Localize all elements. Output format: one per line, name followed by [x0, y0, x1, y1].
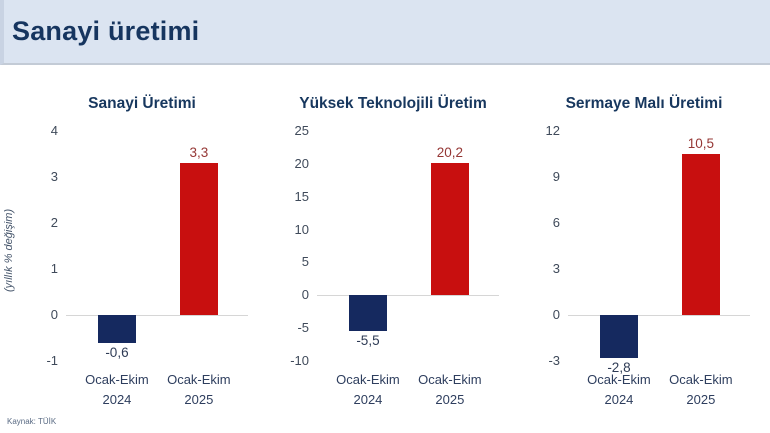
x-axis-category-line: Ocak-Ekim — [167, 372, 231, 387]
y-axis-tick: 1 — [50, 261, 58, 276]
y-axis-tick: -5 — [297, 320, 309, 336]
x-axis-category-line: 2024 — [102, 392, 132, 407]
y-axis-tick: 9 — [552, 169, 560, 184]
x-axis-category-line: Ocak-Ekim — [85, 372, 149, 387]
bar-value-label: -0,6 — [105, 344, 129, 360]
page-title: Sanayi üretimi — [12, 16, 200, 46]
y-axis-tick: 4 — [50, 123, 58, 138]
y-axis-tick: 10 — [294, 221, 309, 237]
zero-gridline — [317, 295, 499, 297]
x-axis-category-line: Ocak-Ekim — [336, 372, 400, 387]
x-axis-labels: Ocak-Ekim 2024 Ocak-Ekim 2025 — [287, 370, 499, 414]
bar-2024 — [348, 295, 387, 332]
y-axis-tick: 20 — [294, 155, 309, 171]
x-axis-category-line: 2025 — [435, 392, 465, 407]
y-axis-tick: 15 — [294, 188, 309, 204]
zero-gridline — [568, 315, 750, 316]
x-axis-category-line: 2025 — [686, 392, 716, 407]
x-axis-category-line: 2024 — [353, 392, 383, 407]
y-axis-label: (yıllık % değişim) — [3, 208, 15, 292]
bar-value-label: 20,2 — [436, 144, 463, 160]
bar-2025 — [681, 154, 720, 315]
chart-title: Sermaye Malı Üretimi — [565, 95, 723, 112]
source-note: Kaynak: TÜİK — [7, 417, 57, 426]
chart-plot: 4 3 2 1 0 -1 -0,6 3,3 — [36, 123, 248, 368]
y-axis-tick: 0 — [50, 307, 58, 322]
x-axis-category-label: Ocak-Ekim 2025 — [144, 370, 254, 410]
zero-gridline — [66, 315, 248, 316]
chart-title: Yüksek Teknolojili Üretim — [299, 95, 487, 112]
x-axis-category-line: Ocak-Ekim — [418, 372, 482, 387]
y-axis-tick: 12 — [545, 123, 560, 138]
x-axis-category-label: Ocak-Ekim 2025 — [646, 370, 756, 410]
x-axis-category-label: Ocak-Ekim 2024 — [313, 370, 423, 410]
y-axis-tick: -1 — [46, 353, 58, 368]
x-axis-category-line: 2025 — [184, 392, 214, 407]
chart-plot: 12 9 6 3 0 -3 -2,8 10,5 — [538, 123, 750, 375]
y-axis-tick: 25 — [294, 123, 309, 138]
bar-2024 — [97, 315, 136, 343]
bar-value-label: 3,3 — [189, 145, 209, 161]
y-axis-tick: 2 — [50, 215, 58, 230]
y-axis-tick: 5 — [301, 254, 309, 270]
y-axis-tick: 6 — [552, 215, 560, 230]
chart-sanayi-uretimi: Sanayi Üretimi 4 3 2 1 0 -1 -0,6 3,3 Ocak-Ekim 2… — [22, 93, 262, 414]
chart-plot: 25 20 15 10 5 0 -5 -10 -5,5 20,2 — [287, 123, 499, 368]
chart-yuksek-teknolojili-uretim: Yüksek Teknolojili Üretim 25 20 15 10 5 0 -5 -1… — [273, 93, 513, 414]
y-axis-tick: 0 — [301, 287, 309, 303]
bar-value-label: 10,5 — [687, 136, 714, 151]
x-axis-category-line: Ocak-Ekim — [587, 372, 651, 387]
x-axis-category-label: Ocak-Ekim 2024 — [62, 370, 172, 410]
bar-value-label: -5,5 — [356, 333, 380, 349]
bar-2025 — [179, 163, 218, 315]
bar-value-label: -2,8 — [607, 359, 631, 375]
y-axis-tick: 3 — [50, 169, 58, 184]
y-axis-tick: -10 — [290, 353, 309, 368]
chart-title: Sanayi Üretimi — [88, 95, 196, 112]
y-axis-tick: -3 — [548, 353, 560, 368]
bar-2025 — [430, 162, 469, 296]
x-axis-labels: Ocak-Ekim 2024 Ocak-Ekim 2025 — [36, 370, 248, 414]
charts-row: Sanayi Üretimi 4 3 2 1 0 -1 -0,6 3,3 Ocak-Ekim 2… — [22, 93, 764, 414]
x-axis-category-label: Ocak-Ekim 2024 — [564, 370, 674, 410]
y-axis-tick: 0 — [552, 307, 560, 322]
x-axis-labels: Ocak-Ekim 2024 Ocak-Ekim 2025 — [538, 370, 750, 414]
chart-sermaye-mali-uretimi: Sermaye Malı Üretimi 12 9 6 3 0 -3 -2,8 10,5 Oc… — [524, 93, 764, 414]
x-axis-category-line: 2024 — [604, 392, 634, 407]
x-axis-category-line: Ocak-Ekim — [669, 372, 733, 387]
x-axis-category-label: Ocak-Ekim 2025 — [395, 370, 505, 410]
y-axis-tick: 3 — [552, 261, 560, 276]
bar-2024 — [599, 315, 638, 358]
slide-header: Sanayi üretimi — [0, 0, 770, 65]
